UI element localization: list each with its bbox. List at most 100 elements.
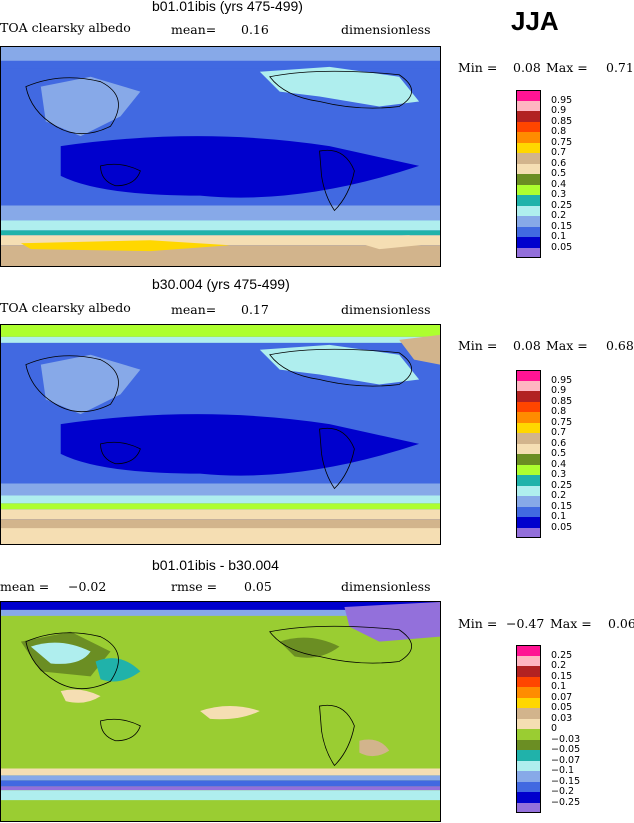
colorbar-swatch [516, 121, 541, 132]
panel3-min-value: −0.47 [506, 616, 545, 631]
colorbar-tick-label: −0.25 [551, 796, 581, 808]
panel3-rmse-value: 0.05 [244, 579, 272, 594]
panel2-max-label: Max = [546, 338, 588, 353]
colorbar-swatch [516, 237, 541, 248]
colorbar-swatch [516, 90, 541, 101]
colorbar-tick-label: 0.9 [551, 385, 567, 396]
colorbar-tick-label: 0.05 [551, 702, 573, 713]
panel1-map-plot [1, 47, 440, 266]
colorbar-swatch [516, 739, 541, 750]
colorbar-tick-label: 0.75 [551, 416, 573, 428]
panel2-min-value: 0.08 [513, 338, 541, 353]
colorbar-swatch [516, 195, 541, 206]
panel3-mean-value: −0.02 [68, 579, 107, 594]
panel2-title: b30.004 (yrs 475-499) [152, 276, 290, 292]
colorbar-swatch [516, 697, 541, 708]
colorbar-tick-label: 0.25 [551, 479, 573, 491]
colorbar-tick-label: 0.8 [551, 126, 567, 137]
colorbar-tick-label: 0.3 [551, 189, 567, 200]
colorbar-swatch [516, 247, 541, 258]
season-label: JJA [511, 6, 559, 36]
colorbar-tick-label: 0 [551, 723, 558, 734]
colorbar-tick-label: 0.7 [551, 147, 567, 158]
colorbar-tick-label: 0.6 [551, 437, 567, 449]
colorbar-tick-label: 0.05 [551, 241, 573, 253]
colorbar-tick-label: 0.1 [551, 511, 567, 522]
colorbar-swatch [516, 666, 541, 677]
colorbar-swatch [516, 142, 541, 153]
colorbar-tick-label: 0.2 [551, 210, 567, 221]
colorbar-swatch [516, 708, 541, 719]
colorbar-swatch [516, 645, 541, 656]
colorbar-tick-label: 0.15 [551, 500, 573, 512]
colorbar-tick-label: 0.05 [551, 521, 573, 533]
panel1-max-label: Max = [546, 60, 588, 75]
colorbar-tick-label: 0.2 [551, 660, 567, 671]
colorbar-swatch [516, 496, 541, 507]
colorbar-tick-label: 0.95 [551, 374, 573, 386]
colorbar-tick-label: 0.1 [551, 231, 567, 242]
colorbar-tick-label: −0.03 [551, 733, 581, 745]
panel2-max-value: 0.68 [606, 338, 634, 353]
colorbar-tick-label: −0.2 [551, 786, 575, 797]
colorbar-swatch [516, 443, 541, 454]
colorbar-tick-label: 0.5 [551, 168, 567, 179]
colorbar-swatch [516, 391, 541, 402]
colorbar-swatch [516, 111, 541, 122]
panel2-mean-label: mean= [171, 302, 217, 317]
colorbar-swatch [516, 370, 541, 381]
colorbar-swatch [516, 184, 541, 195]
colorbar-swatch [516, 401, 541, 412]
colorbar-swatch [516, 132, 541, 143]
colorbar-swatch [516, 464, 541, 475]
colorbar-tick-label: 0.07 [551, 691, 573, 703]
panel2-mean-value: 0.17 [241, 302, 269, 317]
panel3-rmse-label: rmse = [171, 579, 218, 594]
panel1-title: b01.01ibis (yrs 475-499) [152, 0, 303, 14]
colorbar-tick-label: −0.05 [551, 744, 581, 755]
colorbar-swatch [516, 506, 541, 517]
panel2-map-plot [1, 325, 440, 544]
panel3-map-plot [1, 602, 440, 821]
panel3-units: dimensionless [341, 579, 431, 594]
colorbar-swatch [516, 527, 541, 538]
colorbar-swatch [516, 422, 541, 433]
panel3-max-label: Max = [550, 616, 592, 631]
colorbar-tick-label: 0.15 [551, 220, 573, 232]
colorbar-tick-label: 0.1 [551, 681, 567, 692]
panel3-max-value: 0.06 [608, 616, 634, 631]
colorbar-tick-label: 0.3 [551, 469, 567, 480]
panel1-map [0, 46, 441, 267]
colorbar-swatch [516, 750, 541, 761]
colorbar-swatch [516, 412, 541, 423]
colorbar-swatch [516, 205, 541, 216]
colorbar-tick-label: 0.03 [551, 712, 573, 724]
colorbar-swatch [516, 433, 541, 444]
colorbar-swatch [516, 517, 541, 528]
colorbar-swatch [516, 153, 541, 164]
colorbar-swatch [516, 655, 541, 666]
colorbar-swatch [516, 771, 541, 782]
panel2-map [0, 324, 441, 545]
colorbar-tick-label: 0.7 [551, 427, 567, 438]
panel1-mean-value: 0.16 [241, 22, 269, 37]
colorbar-tick-label: 0.4 [551, 458, 567, 470]
colorbar-tick-label: 0.95 [551, 94, 573, 106]
colorbar-tick-label: 0.6 [551, 157, 567, 169]
colorbar-tick-label: 0.25 [551, 649, 573, 661]
colorbar-swatch [516, 380, 541, 391]
panel1-max-value: 0.71 [606, 60, 634, 75]
colorbar-tick-label: 0.9 [551, 105, 567, 116]
panel1-min-label: Min = [458, 60, 498, 75]
colorbar-frame [516, 90, 541, 258]
colorbar-tick-label: 0.2 [551, 490, 567, 501]
colorbar-swatch [516, 781, 541, 792]
colorbar-tick-label: −0.07 [551, 754, 581, 766]
colorbar-tick-label: 0.75 [551, 136, 573, 148]
colorbar-swatch [516, 802, 541, 813]
colorbar-frame [516, 370, 541, 538]
panel2-min-label: Min = [458, 338, 498, 353]
panel1-units: dimensionless [341, 22, 431, 37]
colorbar-swatch [516, 475, 541, 486]
colorbar-swatch [516, 216, 541, 227]
